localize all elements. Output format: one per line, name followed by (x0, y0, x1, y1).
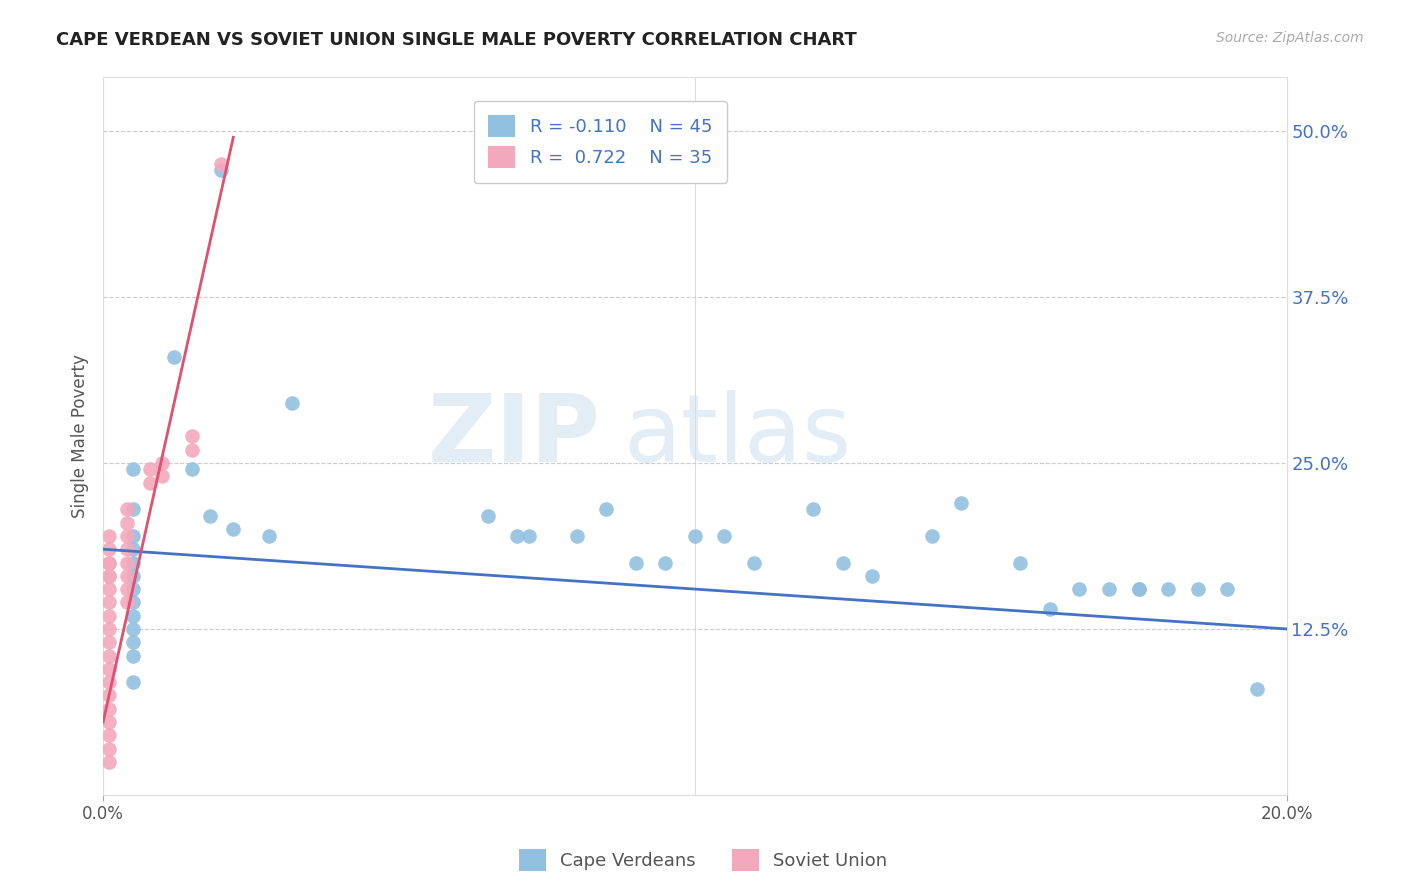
Point (98, 741, 121, 756)
Y-axis label: Single Male Poverty: Single Male Poverty (72, 354, 89, 518)
Point (211, 163, 233, 178)
Point (831, 556, 853, 570)
Point (121, 595, 143, 609)
Point (211, 157, 233, 171)
Text: Source: ZipAtlas.com: Source: ZipAtlas.com (1216, 31, 1364, 45)
Point (477, 508, 499, 523)
Point (121, 648, 143, 663)
Point (1246, 681, 1268, 696)
Point (98, 556, 121, 570)
Point (121, 462, 143, 476)
Point (98, 689, 121, 703)
Point (98, 556, 121, 570)
Point (98, 569, 121, 583)
Point (1069, 582, 1091, 596)
Point (150, 456, 173, 470)
Point (180, 462, 202, 476)
Point (98, 701, 121, 715)
Point (683, 529, 706, 543)
Point (98, 569, 121, 583)
Point (150, 469, 173, 483)
Point (98, 648, 121, 663)
Point (1216, 582, 1239, 596)
Point (198, 508, 221, 523)
Point (281, 396, 304, 410)
Point (624, 556, 647, 570)
Point (860, 569, 883, 583)
Point (1039, 602, 1062, 616)
Point (121, 569, 143, 583)
Point (121, 582, 143, 596)
Point (180, 429, 202, 443)
Point (121, 608, 143, 623)
Point (1187, 582, 1209, 596)
Point (115, 529, 138, 543)
Point (517, 529, 540, 543)
Point (115, 569, 138, 583)
Legend: Cape Verdeans, Soviet Union: Cape Verdeans, Soviet Union (512, 842, 894, 879)
Point (98, 675, 121, 690)
Point (98, 728, 121, 742)
Point (121, 675, 143, 690)
Point (1098, 582, 1121, 596)
Point (801, 502, 824, 516)
Point (98, 622, 121, 636)
Point (1128, 582, 1150, 596)
Point (1128, 582, 1150, 596)
Point (98, 635, 121, 649)
Point (98, 582, 121, 596)
Point (595, 502, 617, 516)
Point (98, 755, 121, 769)
Point (98, 608, 121, 623)
Point (565, 529, 588, 543)
Point (257, 529, 280, 543)
Point (98, 714, 121, 729)
Point (121, 502, 143, 516)
Point (1010, 556, 1032, 570)
Point (115, 582, 138, 596)
Point (121, 542, 143, 557)
Point (121, 556, 143, 570)
Point (98, 542, 121, 557)
Point (180, 442, 202, 457)
Point (98, 595, 121, 609)
Point (121, 529, 143, 543)
Point (98, 529, 121, 543)
Point (115, 542, 138, 557)
Point (139, 475, 162, 490)
Point (163, 350, 186, 364)
Point (654, 556, 676, 570)
Point (115, 595, 138, 609)
Point (222, 522, 245, 536)
Text: ZIP: ZIP (427, 391, 600, 483)
Point (115, 556, 138, 570)
Point (139, 462, 162, 476)
Text: CAPE VERDEAN VS SOVIET UNION SINGLE MALE POVERTY CORRELATION CHART: CAPE VERDEAN VS SOVIET UNION SINGLE MALE… (56, 31, 858, 49)
Point (921, 529, 943, 543)
Point (115, 502, 138, 516)
Point (506, 529, 529, 543)
Point (950, 496, 973, 510)
Point (742, 556, 765, 570)
Point (98, 662, 121, 676)
Point (121, 622, 143, 636)
Point (121, 635, 143, 649)
Text: atlas: atlas (624, 391, 852, 483)
Legend: R = -0.110    N = 45, R =  0.722    N = 35: R = -0.110 N = 45, R = 0.722 N = 35 (474, 101, 727, 183)
Point (713, 529, 735, 543)
Point (1157, 582, 1180, 596)
Point (115, 516, 138, 530)
